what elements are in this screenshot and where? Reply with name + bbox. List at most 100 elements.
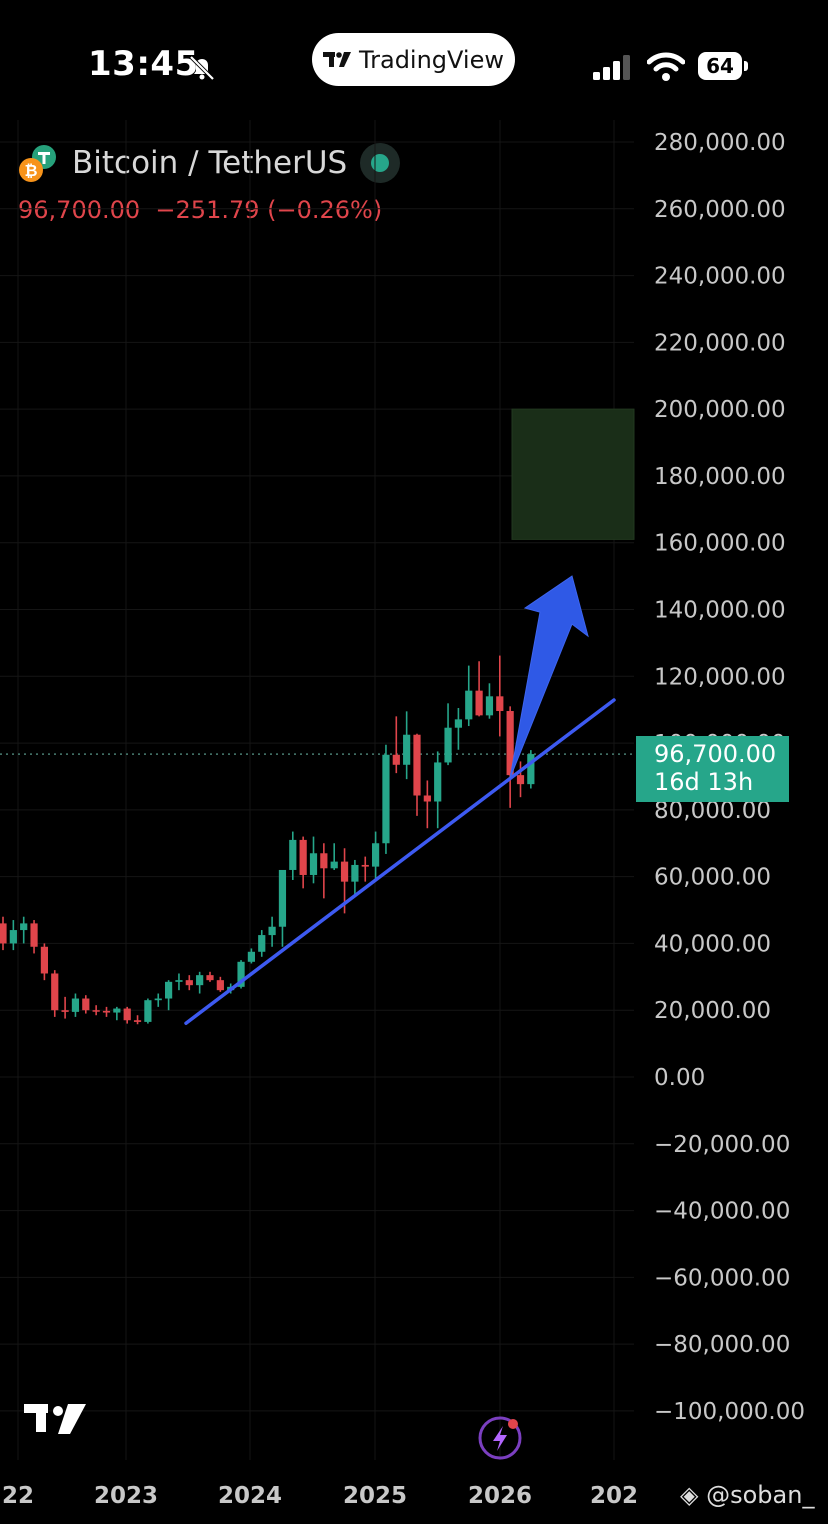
candle-body: [123, 1008, 131, 1021]
candle: [216, 976, 224, 992]
x-tick-label: 2023: [94, 1483, 158, 1509]
candle: [61, 996, 69, 1019]
candle-body: [268, 926, 276, 936]
candle-body: [361, 864, 369, 867]
x-tick-label: 2025: [343, 1483, 407, 1509]
last-price-value: 96,700.00: [654, 740, 777, 768]
candle-body: [196, 975, 204, 986]
candle: [30, 920, 38, 954]
y-tick-label: 200,000.00: [654, 397, 786, 423]
candle-body: [92, 1010, 100, 1012]
candle: [82, 995, 90, 1014]
candle-body: [206, 975, 214, 981]
candle-body: [216, 980, 224, 991]
candle-body: [20, 923, 28, 931]
lightning-icon: [478, 1416, 522, 1460]
candle: [361, 856, 369, 882]
market-status-icon: [360, 143, 401, 183]
candle: [102, 1006, 111, 1017]
y-tick-label: 20,000.00: [654, 998, 771, 1024]
candle-body: [299, 839, 307, 875]
y-tick-label: 220,000.00: [654, 330, 786, 356]
trendline: [184, 698, 616, 1025]
candle-body: [154, 998, 162, 1001]
candle: [206, 971, 214, 982]
price-change: −251.79 (−0.26%): [155, 196, 383, 224]
candle-body: [392, 754, 400, 765]
candle: [475, 661, 483, 717]
candle: [165, 980, 173, 1011]
status-bar: 13:45 TradingView 64: [0, 0, 828, 120]
candle-body: [423, 795, 431, 802]
candle-body: [372, 843, 380, 867]
x-tick-label: 202: [590, 1483, 638, 1509]
candle: [496, 655, 504, 737]
candle-body: [30, 923, 38, 947]
tradingview-pill[interactable]: TradingView: [312, 33, 515, 86]
y-axis: 280,000.00 260,000.00 240,000.00 220,000.00…: [654, 130, 805, 1425]
candle-body: [0, 923, 7, 944]
candle-body: [382, 754, 390, 844]
candle: [330, 843, 338, 870]
candle: [9, 920, 17, 951]
candle: [423, 780, 431, 829]
candle: [0, 916, 7, 951]
y-tick-label: 140,000.00: [654, 598, 786, 624]
candle-body: [82, 998, 90, 1011]
candle-body: [247, 951, 255, 962]
y-tick-label: 240,000.00: [654, 264, 786, 290]
y-tick-label: 160,000.00: [654, 531, 786, 557]
up-arrow: [509, 575, 589, 779]
svg-text:₿: ₿: [24, 161, 37, 180]
candle: [454, 708, 462, 750]
candle-body: [71, 998, 80, 1012]
candle-body: [9, 930, 17, 944]
candle-body: [165, 981, 173, 999]
watermark-text: @soban_: [706, 1481, 815, 1509]
candle-body: [289, 839, 297, 870]
y-tick-label: 80,000.00: [654, 798, 771, 824]
candle: [465, 665, 473, 727]
candle: [247, 948, 255, 964]
candle: [413, 733, 421, 816]
x-tick-label: 2026: [468, 1483, 532, 1509]
candle-body: [527, 754, 535, 785]
candle-body: [506, 711, 514, 776]
candle: [185, 975, 193, 991]
candles: [0, 655, 535, 1025]
y-tick-label: 40,000.00: [654, 931, 771, 957]
candle: [351, 859, 359, 897]
candle-body: [113, 1008, 121, 1013]
candle-body: [175, 980, 183, 982]
candle-body: [496, 696, 504, 712]
current-price: 96,700.00: [18, 196, 141, 224]
candle: [133, 1015, 142, 1025]
wifi-icon: [647, 52, 685, 81]
candle-body: [413, 734, 421, 796]
candle-body: [444, 727, 452, 763]
y-tick-label: 120,000.00: [654, 664, 786, 690]
signal-icon: [593, 55, 630, 80]
y-tick-label: 280,000.00: [654, 130, 786, 156]
symbol-header[interactable]: ₿ Bitcoin / TetherUS: [18, 142, 401, 184]
candle: [40, 943, 48, 981]
candle: [175, 973, 183, 991]
candle: [20, 916, 28, 944]
chart-annotations-front: [184, 575, 616, 1025]
y-tick-label: −80,000.00: [654, 1332, 790, 1358]
candle-countdown: 16d 13h: [654, 768, 754, 796]
binance-icon: ◈: [680, 1481, 699, 1509]
candle: [444, 703, 452, 766]
chart-grid: [0, 120, 634, 1460]
candle-body: [485, 696, 494, 716]
candle: [196, 971, 204, 994]
y-tick-label: −40,000.00: [654, 1199, 790, 1225]
candle: [309, 836, 318, 884]
x-tick-label: 2024: [218, 1483, 282, 1509]
battery-tip: [744, 61, 748, 71]
last-price-tag: 96,700.00 16d 13h: [636, 736, 789, 802]
candle: [506, 706, 514, 808]
candle-body: [434, 762, 442, 802]
candle-body: [320, 853, 328, 869]
